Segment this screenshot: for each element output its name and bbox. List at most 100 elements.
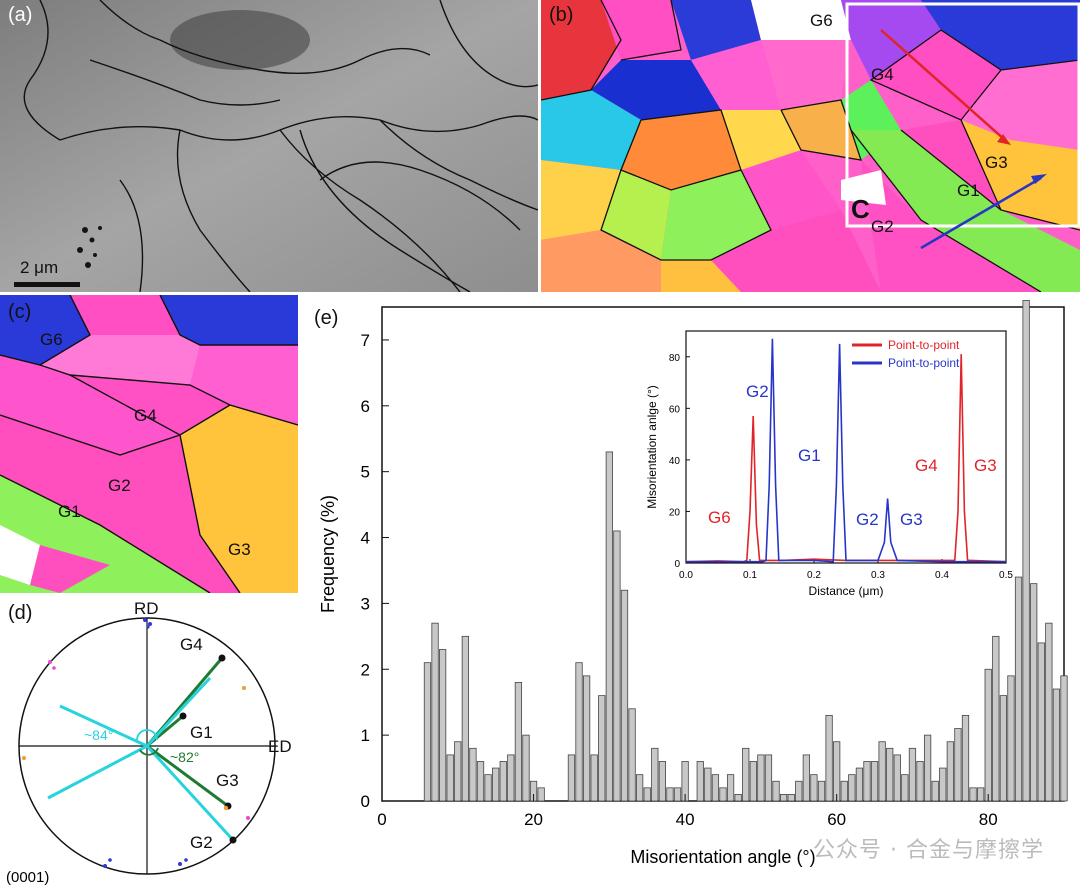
hist-bar [795,780,803,802]
hist-bar [1060,675,1068,802]
hist-bar [696,761,704,802]
angle-82-label: ~82° [170,749,199,765]
hist-bar [817,780,826,802]
hist-bar [1014,576,1023,802]
hist-bar [969,787,977,802]
hist-bar [984,668,992,802]
hist-bar [855,767,864,802]
x-tick-label: 0 [377,810,386,829]
inset-annotation-g2: G2 [746,382,769,401]
hist-bar [567,754,576,802]
hist-bar [711,774,720,802]
inset-annotation-g3: G3 [900,510,923,529]
x-tick-label: 20 [524,810,543,829]
hist-bar [461,635,469,802]
x-tick-label: 60 [827,810,846,829]
hist-bar [848,774,856,802]
hist-bar [870,761,879,802]
inset-x-tick-label: 0.4 [935,570,949,581]
hist-bar [476,761,485,802]
inset-y-axis-label: Misorientation anlge (°) [645,385,659,509]
rd-label: RD [134,599,159,618]
hist-bar [628,708,636,802]
hist-bar [833,741,841,802]
angle-84-label: ~84° [84,727,113,743]
hist-bar [726,774,735,802]
inset-x-tick-label: 0.5 [999,570,1013,581]
hist-bar [749,761,757,802]
hist-bar [742,747,750,802]
hist-bar [780,794,788,802]
c-grain-g3: G3 [228,540,251,559]
y-tick-label: 6 [361,397,370,416]
hist-bar [590,754,598,802]
scale-bar [14,282,80,287]
panel-b-label: (b) [549,4,574,26]
hist-bar [787,794,795,802]
y-tick-label: 7 [361,331,370,350]
panel-e-histogram: 0 20 40 60 80 0 1 2 3 4 5 6 7 Misorientation angle (°… [300,295,1080,888]
hist-bar [522,734,530,802]
hist-bar [651,747,659,802]
panel-b-ipf-map: G6 G4 G3 G1 G2 C (b) [541,0,1080,292]
hist-bar [946,741,954,802]
panel-c-ipf-zoom: G6 G4 G2 G1 G3 (c) [0,295,298,593]
inset-annotation-g1: G1 [798,446,821,465]
b-box-label: C [851,194,870,224]
inset-y-tick-label: 80 [669,353,681,364]
inset-frame [685,330,1007,564]
inset-y-tick-label: 20 [669,507,681,518]
panel-d-pole-figure: ~84° ~82° RD ED (0001) G4 G1 G3 G2 (d) [0,598,300,888]
hist-bar [666,787,674,802]
inset-series-blue [686,338,1006,563]
hist-bar [999,695,1007,802]
inset-x-tick-label: 0.3 [871,570,885,581]
inset-x-axis-label: Distance (μm) [809,584,884,598]
panel-e-label: (e) [314,307,339,329]
y-tick-label: 5 [361,463,370,482]
panel-a-image [0,0,538,292]
d-grain-g4: G4 [180,635,203,654]
hist-bar [961,714,970,802]
inset-legend-label: Point-to-point [888,356,960,370]
hist-bar [537,787,545,802]
hist-bar [931,780,939,802]
hist-bar [613,530,621,802]
panel-c-image: G6 G4 G2 G1 G3 [0,295,298,593]
b-grain-g1: G1 [957,181,980,200]
inset-y-tick-label: 60 [669,404,681,415]
hist-bar [1022,300,1030,802]
inset-annotation-g4: G4 [915,456,938,475]
hist-bar [423,662,432,802]
hist-bar [469,747,477,802]
c-grain-g4: G4 [134,406,157,425]
panel-a-label: (a) [8,4,33,26]
y-tick-label: 0 [361,792,370,811]
y-tick-label: 3 [361,594,370,613]
hist-bar [992,635,1000,802]
hist-bar [757,754,765,802]
hist-bar [446,754,454,802]
hist-bar [704,767,712,802]
hist-bar [810,774,818,802]
hist-bar [878,741,886,802]
hist-bar [901,774,909,802]
hist-bar [764,754,773,802]
hist-bar [1037,642,1045,802]
panel-d-image: ~84° ~82° RD ED (0001) G4 G1 G3 G2 [6,599,292,886]
hist-bar [886,747,894,802]
inset-legend-label: Point-to-point [888,338,960,352]
hist-bar [954,728,962,802]
hist-bar [499,761,507,802]
c-grain-g6: G6 [40,330,63,349]
panel-a-micrograph: (a) 2 μm [0,0,538,292]
y-axis-label: Frequency (%) [318,495,338,613]
hist-bar [916,761,924,802]
d-grain-g3: G3 [216,771,239,790]
hist-bar [598,695,606,802]
zoom-box [845,2,1080,228]
x-axis-label: Misorientation angle (°) [630,847,815,867]
b-grain-g2: G2 [871,217,894,236]
hist-bar [802,754,810,802]
hist-bar [582,675,591,802]
